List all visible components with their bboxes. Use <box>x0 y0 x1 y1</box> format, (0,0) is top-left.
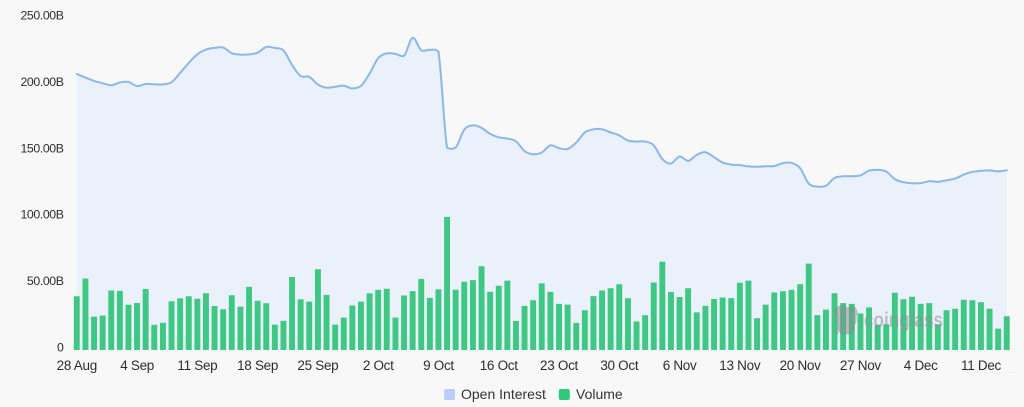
svg-text:25 Sep: 25 Sep <box>297 358 338 373</box>
svg-text:Open Interest: Open Interest <box>461 386 546 402</box>
svg-text:6 Nov: 6 Nov <box>663 358 697 373</box>
svg-text:23 Oct: 23 Oct <box>540 358 579 373</box>
svg-text:13 Nov: 13 Nov <box>719 358 761 373</box>
svg-text:30 Oct: 30 Oct <box>600 358 639 373</box>
svg-text:4 Sep: 4 Sep <box>120 358 154 373</box>
svg-text:200.00B: 200.00B <box>20 75 63 89</box>
svg-text:16 Oct: 16 Oct <box>480 358 519 373</box>
svg-text:50.00B: 50.00B <box>27 274 64 288</box>
svg-text:250.00B: 250.00B <box>20 9 63 23</box>
svg-text:coinglass: coinglass <box>864 309 943 332</box>
svg-text:100.00B: 100.00B <box>20 208 63 222</box>
svg-text:2 Oct: 2 Oct <box>363 358 394 373</box>
svg-text:Volume: Volume <box>576 386 623 402</box>
svg-text:0: 0 <box>57 340 64 354</box>
svg-text:11 Dec: 11 Dec <box>961 358 1002 373</box>
svg-text:20 Nov: 20 Nov <box>780 358 822 373</box>
svg-text:4 Dec: 4 Dec <box>904 358 938 373</box>
svg-text:27 Nov: 27 Nov <box>840 358 882 373</box>
svg-text:150.00B: 150.00B <box>20 141 63 155</box>
svg-text:18 Sep: 18 Sep <box>237 358 278 373</box>
svg-text:9 Oct: 9 Oct <box>423 358 454 373</box>
svg-text:11 Sep: 11 Sep <box>177 358 217 373</box>
svg-text:28 Aug: 28 Aug <box>57 358 97 373</box>
